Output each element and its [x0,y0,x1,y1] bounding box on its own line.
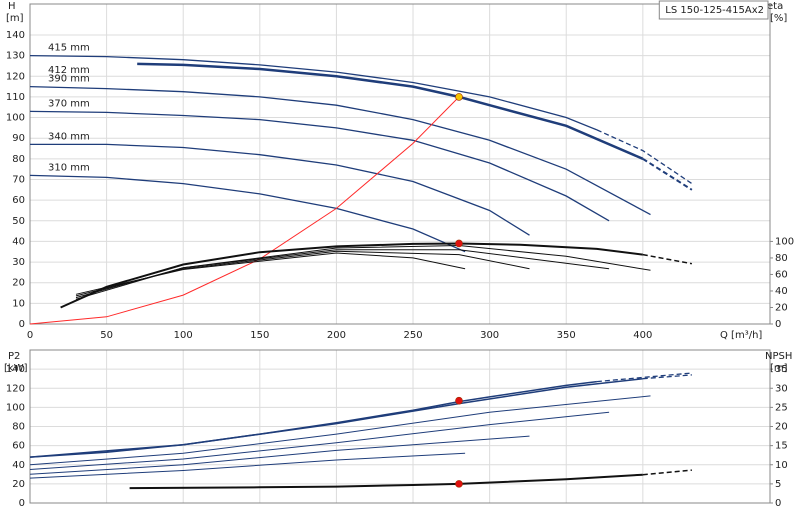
y-tick-label: 90 [12,133,25,144]
y-tick-label: 110 [6,92,25,103]
curve [29,452,466,479]
curve [129,473,643,490]
y-tick-label: 100 [6,402,25,413]
x-tick-label: 250 [403,330,422,341]
y2-tick-label: 80 [775,253,788,264]
plot-frame [29,3,771,325]
axis-label: [m] [6,13,24,24]
curve [60,242,643,309]
x-tick-label: 300 [480,330,499,341]
y-tick-label: 120 [6,71,25,82]
curve [642,469,692,476]
curve-label: 340 mm [48,131,90,142]
curve-label: 390 mm [48,74,90,85]
y-tick-label: 40 [12,460,25,471]
x-tick-label: 200 [327,330,346,341]
curve-label: 370 mm [48,98,90,109]
curve [29,54,598,131]
curve [29,174,466,253]
y2-tick-label: 100 [775,236,794,247]
y-tick-label: 60 [12,441,25,452]
y-tick-label: 50 [12,216,25,227]
operating-point [455,239,463,248]
y2-tick-label: 40 [775,286,788,297]
y-tick-label: 100 [6,113,25,124]
curve-label: 412 mm [48,65,90,76]
axis-label: [%] [770,13,787,24]
curve [29,377,643,458]
curve [75,252,466,295]
y-tick-label: 20 [12,479,25,490]
curve [137,62,644,160]
y2-tick-label: 35 [775,364,788,375]
curve [30,143,530,236]
axis-label: [m] [770,363,788,374]
operating-point [455,93,463,101]
y2-tick-label: 25 [775,402,788,413]
y-tick-label: 0 [19,498,25,509]
y2-tick-label: 20 [775,422,788,433]
y2-tick-label: 60 [775,269,788,280]
y2-tick-label: 30 [775,383,788,394]
axis-label: H [8,1,16,12]
axis-label: eta [767,1,783,12]
y-tick-label: 0 [19,319,25,330]
y-tick-label: 80 [12,154,25,165]
curve [29,110,610,222]
y2-tick-label: 0 [775,319,781,330]
x-tick-label: 0 [27,330,33,341]
y-tick-label: 40 [12,236,25,247]
axis-label: P2 [8,351,20,362]
axis-label: [kW] [4,363,28,374]
curve [642,157,693,191]
curve [596,129,693,185]
y-tick-label: 140 [6,30,25,41]
curve [29,85,651,216]
x-tick-label: 400 [633,330,652,341]
title-box [658,0,769,20]
x-tick-label: 100 [174,330,193,341]
y-tick-label: 70 [12,174,25,185]
curve [29,395,651,466]
curve [642,253,693,265]
y-tick-label: 140 [6,364,25,375]
curve [29,411,610,470]
curve-label: 310 mm [48,162,90,173]
y-tick-label: 130 [6,51,25,62]
y2-tick-label: 20 [775,302,788,313]
y2-tick-label: 10 [775,460,788,471]
x-tick-label: 350 [557,330,576,341]
axis-label: NPSH [765,351,792,362]
y-tick-label: 80 [12,422,25,433]
y2-tick-label: 0 [775,498,781,509]
operating-point [455,480,463,488]
axis-label: Q [m³/h] [720,330,762,341]
chart-title: LS 150-125-415Ax2 [665,5,764,16]
curve [642,374,692,380]
y2-tick-label: 5 [775,479,781,490]
x-tick-label: 150 [250,330,269,341]
plot-frame [29,349,771,504]
y-tick-label: 60 [12,195,25,206]
curve-label: 415 mm [48,43,90,54]
y-tick-label: 120 [6,383,25,394]
operating-point [455,396,463,405]
y2-tick-label: 15 [775,441,788,452]
y-tick-label: 20 [12,278,25,289]
y-tick-label: 10 [12,298,25,309]
y-tick-label: 30 [12,257,25,268]
x-tick-label: 50 [100,330,113,341]
curve [29,435,530,475]
